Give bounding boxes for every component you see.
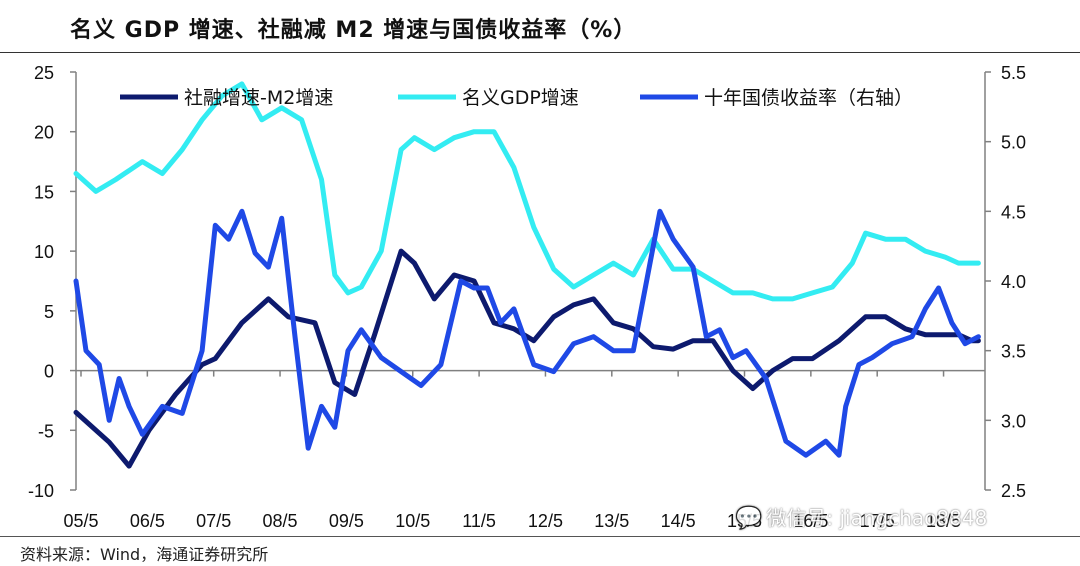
series-line-2 bbox=[73, 81, 981, 302]
x-tick-label: 11/5 bbox=[462, 511, 496, 531]
legend-label: 社融增速-M2增速 bbox=[184, 87, 333, 109]
legend-label: 十年国债收益率（右轴） bbox=[704, 87, 913, 109]
x-tick-label: 10/5 bbox=[395, 511, 430, 531]
series-line-3 bbox=[73, 208, 981, 458]
left-tick-label: 20 bbox=[34, 123, 54, 143]
wechat-icon: 💬 bbox=[735, 506, 763, 531]
left-tick-label: 15 bbox=[34, 182, 54, 202]
x-tick-label: 16/5 bbox=[793, 511, 828, 531]
series-line-1 bbox=[73, 248, 981, 469]
x-tick-label: 09/5 bbox=[329, 511, 364, 531]
source-note: 资料来源：Wind，海通证券研究所 bbox=[20, 545, 269, 564]
left-tick-label: -5 bbox=[38, 421, 54, 441]
left-tick-label: 5 bbox=[44, 302, 54, 322]
right-tick-label: 5.0 bbox=[1001, 133, 1026, 153]
left-tick-label: 0 bbox=[44, 362, 54, 382]
right-tick-label: 2.5 bbox=[1001, 481, 1026, 501]
x-tick-label: 12/5 bbox=[528, 511, 563, 531]
legend-label: 名义GDP增速 bbox=[462, 87, 579, 109]
x-tick-label: 17/5 bbox=[860, 511, 895, 531]
line-chart: -10 -5 0 5 10 15 20 25 2.5 3.0 3.5 4.0 4.5 5.0 5.5 05/5… bbox=[28, 63, 1026, 531]
right-tick-label: 4.0 bbox=[1001, 272, 1026, 292]
right-tick-label: 5.5 bbox=[1001, 63, 1026, 83]
x-tick-label: 07/5 bbox=[196, 511, 231, 531]
left-tick-label: 10 bbox=[34, 242, 54, 262]
watermark-text: 微信号: jiangchao8848 bbox=[766, 506, 988, 530]
title-divider bbox=[0, 52, 1080, 53]
left-tick-label: -10 bbox=[28, 481, 54, 501]
x-tick-label: 15/5 bbox=[727, 511, 762, 531]
x-tick-label: 08/5 bbox=[263, 511, 298, 531]
legend: 社融增速-M2增速 名义GDP增速 十年国债收益率（右轴） bbox=[120, 87, 913, 109]
x-tick-label: 06/5 bbox=[130, 511, 165, 531]
axes-layer: -10 -5 0 5 10 15 20 25 2.5 3.0 3.5 4.0 4.5 5.0 5.5 05/5… bbox=[28, 63, 1026, 531]
chart-title: 名义 GDP 增速、社融减 M2 增速与国债收益率（%） bbox=[70, 18, 637, 43]
series-layer bbox=[73, 81, 981, 469]
watermark: 💬 微信号: jiangchao8848 bbox=[735, 502, 987, 531]
right-tick-label: 3.0 bbox=[1001, 411, 1026, 431]
left-tick-label: 25 bbox=[34, 63, 54, 83]
x-tick-label: 05/5 bbox=[63, 511, 98, 531]
x-tick-label: 14/5 bbox=[661, 511, 696, 531]
right-tick-label: 3.5 bbox=[1001, 342, 1026, 362]
x-tick-label: 18/5 bbox=[926, 511, 961, 531]
x-tick-label: 13/5 bbox=[594, 511, 629, 531]
source-divider bbox=[0, 536, 1080, 537]
right-tick-label: 4.5 bbox=[1001, 202, 1026, 222]
